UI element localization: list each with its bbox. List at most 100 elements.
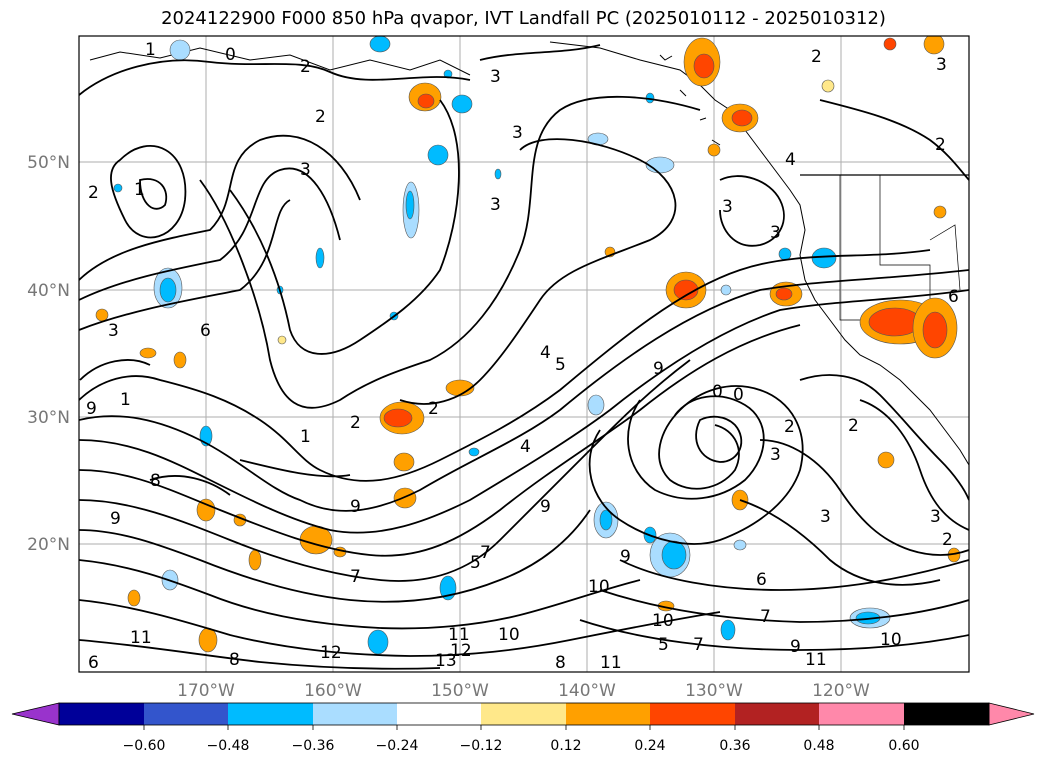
- colorbar-segment: [819, 703, 904, 725]
- colorbar-tick-label: −0.36: [292, 738, 335, 754]
- colorbar-tick-label: −0.12: [460, 738, 503, 754]
- contour-label: 11: [448, 625, 470, 645]
- contour-label: 11: [130, 628, 152, 648]
- contour-label: 3: [930, 507, 941, 527]
- lat-label-50n: 50°N: [27, 153, 70, 173]
- contour-label: 3: [300, 160, 311, 180]
- contour-label: 2: [784, 417, 795, 437]
- contour-label: 3: [820, 507, 831, 527]
- colorbar-segment: [904, 703, 989, 725]
- map-border: [78, 35, 970, 673]
- contour-label: 10: [498, 625, 520, 645]
- colorbar-segment: [735, 703, 819, 725]
- colorbar-segment: [228, 703, 313, 725]
- contour-label: 1: [134, 180, 145, 200]
- contour-label: 8: [150, 471, 161, 491]
- colorbar-tick-label: −0.60: [123, 738, 166, 754]
- contour-label: 11: [600, 653, 622, 673]
- colorbar-tick-label: −0.48: [207, 738, 250, 754]
- colorbar-segment: [650, 703, 735, 725]
- contour-label: 3: [770, 445, 781, 465]
- colorbar-tick-label: 0.36: [719, 738, 750, 754]
- colorbar-extend-low: [11, 702, 60, 726]
- contour-label: 4: [520, 437, 531, 457]
- contour-label: 3: [512, 123, 523, 143]
- map-area: [79, 36, 969, 672]
- contour-label: 3: [936, 55, 947, 75]
- contour-label: 5: [658, 635, 669, 655]
- contour-label: 4: [785, 150, 796, 170]
- contour-label: 8: [229, 650, 240, 670]
- contour-label: 0: [712, 382, 723, 402]
- lon-label-150w: 150°W: [431, 681, 489, 701]
- contour-label: 3: [490, 67, 501, 87]
- colorbar-segment: [481, 703, 566, 725]
- contour-label: 0: [225, 45, 236, 65]
- contour-label: 9: [790, 637, 801, 657]
- lon-label-120w: 120°W: [812, 681, 870, 701]
- contour-label: 8: [555, 653, 566, 673]
- colorbar-tick-label: 0.12: [550, 738, 581, 754]
- graticule: [79, 36, 969, 672]
- colorbar: −0.60 −0.48 −0.36 −0.24 −0.12 0.12 0.24 …: [11, 702, 1035, 754]
- contour-label: 9: [620, 547, 631, 567]
- contour-label: 11: [805, 650, 827, 670]
- coastlines: [89, 41, 969, 466]
- contour-label: 2: [300, 57, 311, 77]
- colorbar-segment: [144, 703, 228, 725]
- contour-label: 6: [200, 321, 211, 341]
- contour-label: 10: [588, 577, 610, 597]
- contour-label: 3: [722, 197, 733, 217]
- contour-label: 9: [653, 359, 664, 379]
- contour-label: 2: [935, 135, 946, 155]
- colorbar-ticks: [143, 725, 905, 730]
- colorbar-tick-label: 0.60: [888, 738, 919, 754]
- contour-label: 9: [110, 509, 121, 529]
- contour-label: 5: [555, 355, 566, 375]
- lon-label-140w: 140°W: [558, 681, 616, 701]
- contour-label: 6: [756, 570, 767, 590]
- contour-label: 12: [450, 641, 472, 661]
- longitude-axis: 170°W 160°W 150°W 140°W 130°W 120°W: [177, 681, 870, 701]
- contour-label: 2: [848, 416, 859, 436]
- contour-label: 9: [86, 399, 97, 419]
- lon-label-160w: 160°W: [304, 681, 362, 701]
- map-title: 2024122900 F000 850 hPa qvapor, IVT Land…: [161, 8, 886, 29]
- contour-label: 2: [811, 47, 822, 67]
- colorbar-segment: [566, 703, 650, 725]
- colorbar-frame: [58, 702, 990, 726]
- contour-label: 7: [480, 543, 491, 563]
- contour-label: 4: [540, 343, 551, 363]
- contour-label: 0: [733, 385, 744, 405]
- contour-label: 13: [435, 651, 457, 671]
- contour-label: 6: [88, 653, 99, 673]
- lat-label-20n: 20°N: [27, 535, 70, 555]
- colorbar-segment: [397, 703, 481, 725]
- contour-label: 5: [470, 553, 481, 573]
- colorbar-extend-high: [988, 702, 1035, 726]
- contour-label: 10: [880, 630, 902, 650]
- contour-label: 1: [120, 390, 131, 410]
- latitude-axis: 50°N 40°N 30°N 20°N: [27, 153, 70, 555]
- contour-label: 10: [652, 611, 674, 631]
- contour-label: 7: [693, 635, 704, 655]
- colorbar-tick-label: −0.24: [376, 738, 419, 754]
- lat-label-30n: 30°N: [27, 408, 70, 428]
- contour-label: 2: [350, 413, 361, 433]
- lon-label-170w: 170°W: [177, 681, 235, 701]
- contour-label: 2: [315, 107, 326, 127]
- contour-label: 3: [108, 321, 119, 341]
- contour-label: 2: [428, 399, 439, 419]
- colorbar-tick-label: 0.48: [803, 738, 834, 754]
- contour-label: 9: [540, 497, 551, 517]
- contour-label: 1: [145, 40, 156, 60]
- colorbar-tick-label: 0.24: [634, 738, 665, 754]
- contour-label: 3: [490, 195, 501, 215]
- contour-labels: 0 1 2 3 3 2 2 3 3 4 3 1 2 2 3 3 9 2 2 1 …: [86, 40, 959, 673]
- lon-label-130w: 130°W: [685, 681, 743, 701]
- contour-label: 9: [350, 497, 361, 517]
- contour-label: 7: [350, 567, 361, 587]
- lat-label-40n: 40°N: [27, 281, 70, 301]
- contour-label: 7: [760, 607, 771, 627]
